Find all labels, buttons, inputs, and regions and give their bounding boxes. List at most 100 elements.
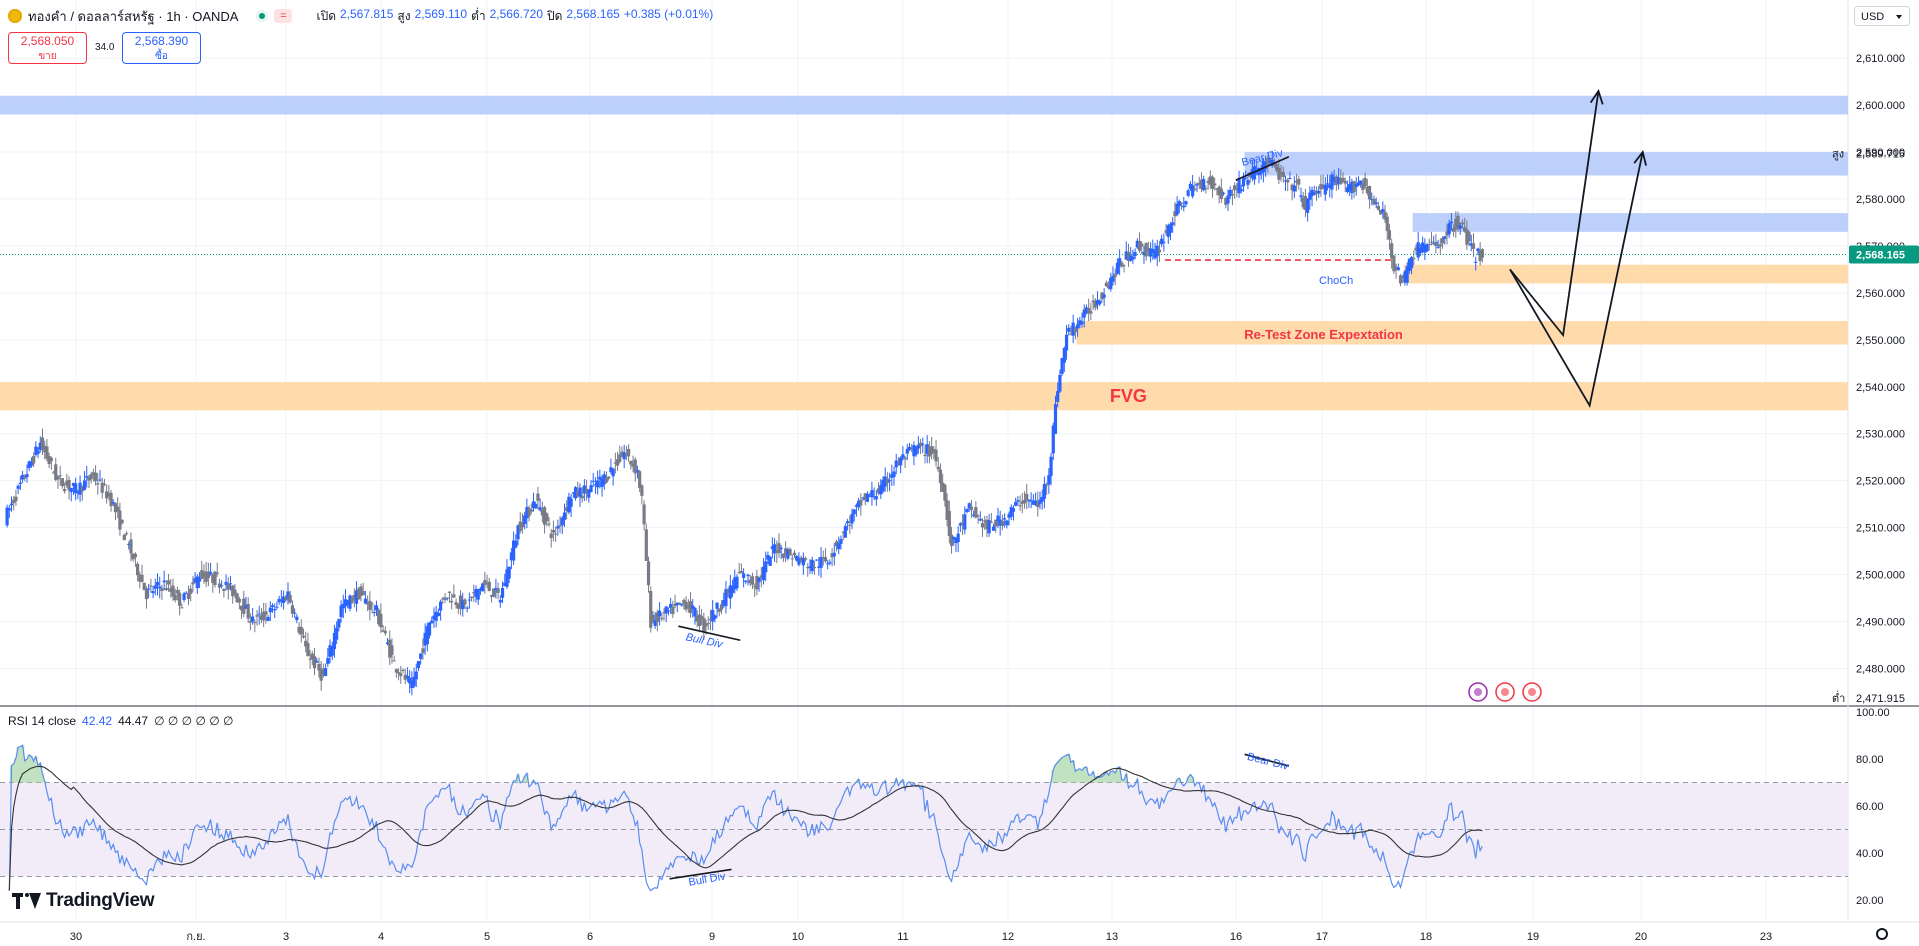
candle-body <box>726 589 730 594</box>
rsi-line <box>8 744 1483 892</box>
candle-body <box>120 519 124 524</box>
candle-body <box>1202 178 1206 191</box>
candle <box>952 536 956 546</box>
candle <box>1270 150 1274 168</box>
candle-body <box>1053 404 1058 434</box>
candle-body <box>693 607 697 617</box>
candle-body <box>321 669 325 676</box>
buy-button[interactable]: 2,568.390 ซื้อ <box>122 32 201 64</box>
candle-body <box>660 617 664 620</box>
candle <box>1480 248 1484 263</box>
currency-select[interactable]: USD <box>1854 6 1910 26</box>
candle <box>1434 233 1438 254</box>
candle-body <box>865 494 870 502</box>
flag-icon[interactable]: = <box>274 9 293 23</box>
candle <box>290 600 295 618</box>
candle-body <box>1089 311 1093 314</box>
candle <box>1268 157 1272 165</box>
candle-body <box>1469 243 1473 246</box>
candle-body <box>852 509 856 515</box>
candle-body <box>945 500 949 520</box>
candle <box>989 512 993 524</box>
candle <box>405 667 410 682</box>
candle <box>786 547 790 561</box>
candle <box>222 588 226 598</box>
candle-body <box>912 445 916 457</box>
candle-body <box>394 669 398 673</box>
candle-body <box>1069 333 1073 335</box>
candle <box>147 583 151 599</box>
candle <box>352 588 356 608</box>
candle-body <box>784 548 788 555</box>
candle <box>1113 268 1117 286</box>
candle-body <box>1045 484 1049 486</box>
time-tick-label: 12 <box>1002 931 1014 943</box>
candle-body <box>589 485 593 493</box>
candle <box>1319 175 1323 197</box>
re-test-zone-label: Re-Test Zone Expextation <box>1244 327 1403 342</box>
price-tick-label: 2,590.000 <box>1856 147 1905 159</box>
candle <box>770 537 774 559</box>
candle <box>23 474 27 482</box>
candle <box>392 655 396 662</box>
candle <box>1005 519 1009 529</box>
candle <box>162 570 166 591</box>
time-tick-label: 5 <box>484 931 490 943</box>
candle <box>138 571 142 589</box>
candle <box>257 605 261 625</box>
candle-body <box>239 605 244 611</box>
candle-body <box>383 630 387 634</box>
candle <box>932 445 936 460</box>
candle <box>1241 172 1246 192</box>
candle-body <box>719 604 724 610</box>
symbol-title[interactable]: ทองคำ / ดอลลาร์สหรัฐ · 1h · OANDA <box>28 8 239 24</box>
candle <box>235 592 239 603</box>
candle-body <box>304 640 308 647</box>
candle-body <box>1199 179 1204 189</box>
candle <box>1089 302 1093 321</box>
candle-body <box>587 489 591 498</box>
candle-body <box>36 450 40 454</box>
candle <box>1033 492 1038 506</box>
candle-body <box>633 459 637 474</box>
candle <box>306 632 310 657</box>
candle-body <box>735 576 739 589</box>
sell-button[interactable]: 2,568.050 ขาย <box>8 32 87 64</box>
candle-body <box>189 588 193 594</box>
candle <box>1255 161 1259 176</box>
candle <box>155 573 160 596</box>
candle <box>49 456 53 470</box>
candle <box>277 595 281 605</box>
candle-body <box>1122 265 1126 267</box>
candle-body <box>978 518 982 521</box>
market-open-icon[interactable] <box>256 10 269 22</box>
candle <box>1288 171 1292 180</box>
candle-body <box>680 603 684 606</box>
candle <box>1109 272 1113 292</box>
candle-body <box>757 577 761 583</box>
candle <box>1115 258 1120 275</box>
candle <box>980 518 985 537</box>
rsi-tick-label: 100.00 <box>1856 707 1890 719</box>
candle <box>1204 185 1208 194</box>
candle <box>1014 497 1018 507</box>
candle <box>812 560 816 575</box>
candle <box>171 578 175 602</box>
candle <box>976 514 980 524</box>
settings-gear-icon[interactable] <box>1876 928 1888 940</box>
candle <box>191 576 195 593</box>
candle <box>456 602 460 614</box>
candle <box>1414 244 1418 255</box>
candle <box>1106 281 1111 290</box>
candle-body <box>363 598 368 604</box>
candle-body <box>40 437 45 449</box>
candle <box>1306 198 1310 222</box>
candle-body <box>419 653 423 659</box>
price-tick-label: 2,520.000 <box>1856 476 1905 488</box>
candle-body <box>142 582 146 591</box>
candle-body <box>1226 195 1230 204</box>
rsi-legend[interactable]: RSI 14 close 42.42 44.47 ∅ ∅ ∅ ∅ ∅ ∅ <box>8 714 234 728</box>
candle <box>390 638 394 664</box>
tradingview-logo[interactable]: TradingView <box>12 890 155 912</box>
